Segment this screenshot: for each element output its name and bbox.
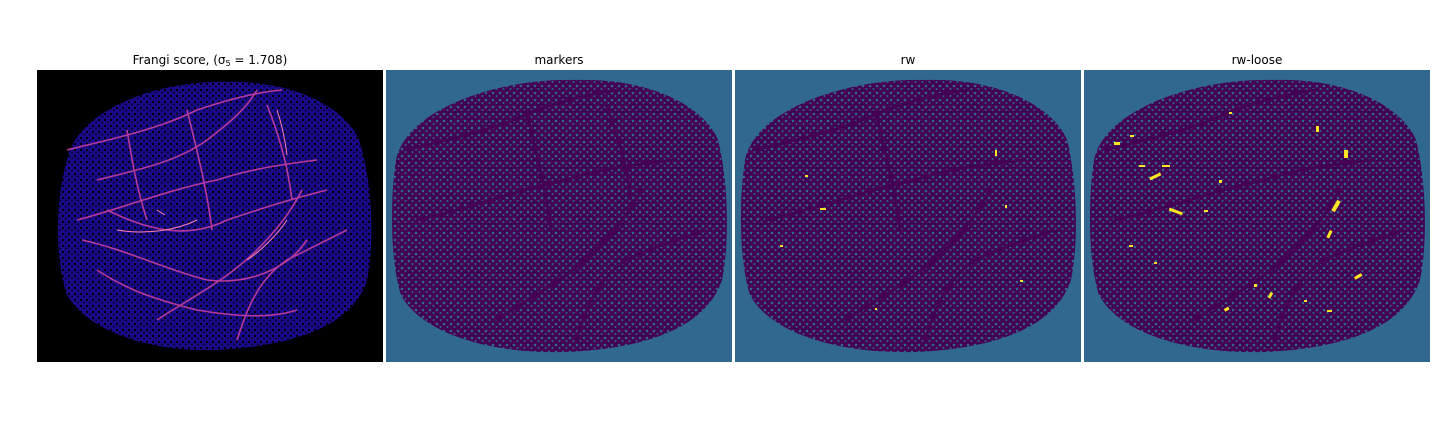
rw-panel-title: rw <box>900 53 916 67</box>
rw-vessels <box>754 88 1056 341</box>
markers-panel-title: markers <box>534 53 584 67</box>
frangi-bright-vessels <box>116 109 288 261</box>
markers-image <box>386 70 732 362</box>
frangi-vessels <box>66 89 348 341</box>
rw-loose-highlights <box>1114 112 1363 312</box>
rw-highlights <box>780 150 1023 310</box>
frangi-image <box>37 70 383 362</box>
rw-loose-vessels <box>1103 88 1405 341</box>
rw-panel: rw <box>735 50 1081 362</box>
rw-image <box>735 70 1081 362</box>
rw-loose-panel: rw-loose <box>1084 50 1430 362</box>
rw-loose-image <box>1084 70 1430 362</box>
markers-panel: markers <box>386 50 732 362</box>
markers-vessels <box>405 88 707 341</box>
frangi-panel: Frangi score, (σ5 = 1.708) <box>37 50 383 362</box>
frangi-panel-title: Frangi score, (σ5 = 1.708) <box>132 53 288 68</box>
rw-loose-panel-title: rw-loose <box>1231 53 1283 67</box>
